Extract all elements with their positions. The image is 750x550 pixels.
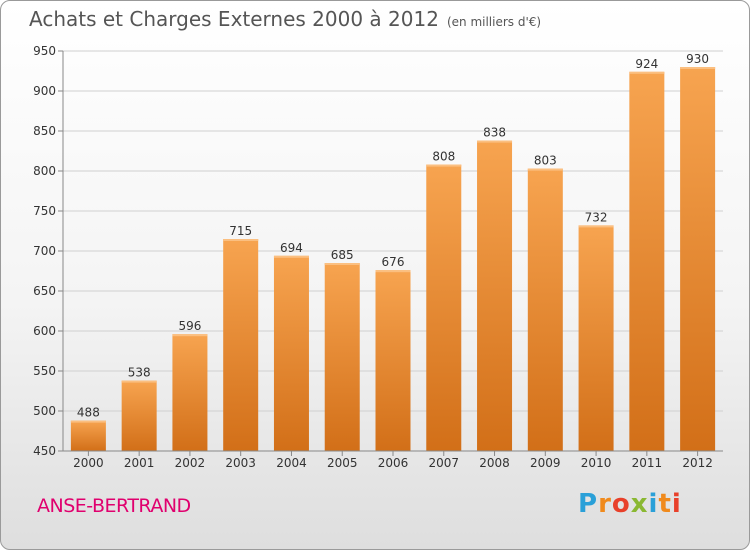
y-tick-label-900: 900 <box>33 84 56 98</box>
bar-highlight-2001 <box>121 380 157 383</box>
y-tick-label-600: 600 <box>33 324 56 338</box>
axes: 450 500 550 600 650 700 750 800 850 900 950 <box>33 44 723 458</box>
value-label-2000: 488 <box>77 406 100 420</box>
bar-highlight-2006 <box>375 270 411 273</box>
value-label-2008: 838 <box>483 126 506 140</box>
chart-title: Achats et Charges Externes 2000 à 2012 (e… <box>29 7 541 31</box>
logo-letter-6: i <box>671 489 682 519</box>
x-tick-label-2008: 2008 <box>479 456 510 470</box>
value-label-2012: 930 <box>686 52 709 66</box>
bar-2005 <box>324 263 360 451</box>
bar-highlight-2004 <box>273 255 309 258</box>
y-tick-label-450: 450 <box>33 444 56 458</box>
x-tick-label-2006: 2006 <box>378 456 409 470</box>
y-tick-label-850: 850 <box>33 124 56 138</box>
bar-2000 <box>70 420 106 451</box>
y-tick-label-700: 700 <box>33 244 56 258</box>
value-label-2007: 808 <box>432 150 455 164</box>
x-tick-label-2011: 2011 <box>632 456 663 470</box>
labels: 488 2000 538 2001 596 2002 715 2003 694 2004 685 20… <box>73 52 713 470</box>
bar-highlight-2000 <box>70 420 106 423</box>
y-tick-label-650: 650 <box>33 284 56 298</box>
logo-letter-2: o <box>611 489 631 519</box>
bar-highlight-2002 <box>172 334 208 337</box>
bars <box>70 67 716 452</box>
y-tick-label-800: 800 <box>33 164 56 178</box>
logo-letter-3: x <box>630 489 649 519</box>
bar-highlight-2011 <box>629 71 665 74</box>
x-tick-label-2010: 2010 <box>581 456 612 470</box>
x-tick-label-2005: 2005 <box>327 456 358 470</box>
x-tick-label-2002: 2002 <box>175 456 206 470</box>
bar-2007 <box>426 164 462 451</box>
logo-letter-0: P <box>578 489 599 519</box>
x-tick-label-2004: 2004 <box>276 456 307 470</box>
value-label-2011: 924 <box>635 57 658 71</box>
proxiti-logo: Proxiti <box>578 489 682 519</box>
x-tick-label-2000: 2000 <box>73 456 104 470</box>
bar-highlight-2005 <box>324 263 360 265</box>
bar-2009 <box>527 168 563 451</box>
bar-highlight-2009 <box>527 168 563 171</box>
bar-2012 <box>680 67 716 451</box>
y-tick-label-550: 550 <box>33 364 56 378</box>
value-label-2001: 538 <box>128 366 151 380</box>
bar-2010 <box>578 225 614 451</box>
value-label-2005: 685 <box>331 248 354 262</box>
value-label-2006: 676 <box>382 255 405 269</box>
value-label-2003: 715 <box>229 224 252 238</box>
bar-highlight-2008 <box>477 140 513 143</box>
y-tick-label-500: 500 <box>33 404 56 418</box>
logo-letter-4: i <box>648 489 659 519</box>
bar-2006 <box>375 270 411 451</box>
y-tick-label-750: 750 <box>33 204 56 218</box>
bar-2004 <box>273 255 309 451</box>
logo-letter-1: r <box>598 489 612 519</box>
y-tick-label-950: 950 <box>33 44 56 58</box>
bar-2001 <box>121 380 157 451</box>
x-tick-label-2001: 2001 <box>124 456 155 470</box>
chart-subtitle: (en milliers d'€) <box>446 15 542 29</box>
x-tick-label-2007: 2007 <box>428 456 459 470</box>
value-label-2004: 694 <box>280 241 303 255</box>
x-tick-label-2012: 2012 <box>682 456 713 470</box>
logo-letter-5: t <box>658 489 672 519</box>
value-label-2009: 803 <box>534 154 557 168</box>
bar-highlight-2012 <box>680 67 716 69</box>
bar-highlight-2007 <box>426 164 462 167</box>
commune-name: ANSE-BERTRAND <box>37 495 191 517</box>
bar-2008 <box>477 140 513 451</box>
value-label-2010: 732 <box>585 210 608 224</box>
bar-2003 <box>223 239 259 451</box>
bar-2011 <box>629 71 665 452</box>
value-label-2002: 596 <box>178 319 201 333</box>
x-tick-label-2009: 2009 <box>530 456 561 470</box>
chart-title-text: Achats et Charges Externes 2000 à 2012 <box>29 7 439 31</box>
x-tick-label-2003: 2003 <box>225 456 256 470</box>
bar-2002 <box>172 334 208 451</box>
bar-highlight-2010 <box>578 225 614 228</box>
bar-highlight-2003 <box>223 239 259 241</box>
